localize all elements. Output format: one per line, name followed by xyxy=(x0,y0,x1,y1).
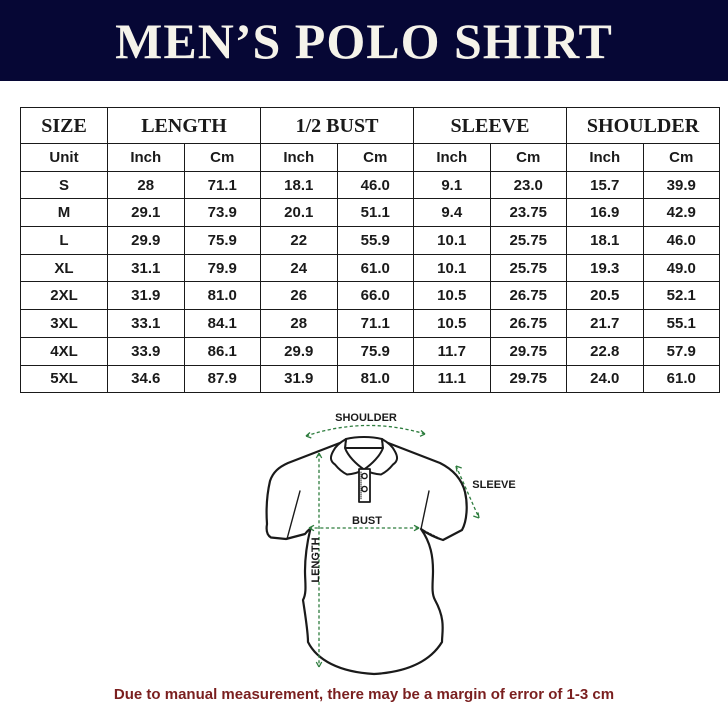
svg-text:SHOULDER: SHOULDER xyxy=(335,412,397,424)
svg-text:SLEEVE: SLEEVE xyxy=(472,479,515,491)
svg-text:LENGTH: LENGTH xyxy=(310,537,322,582)
svg-text:BUST: BUST xyxy=(352,515,382,527)
